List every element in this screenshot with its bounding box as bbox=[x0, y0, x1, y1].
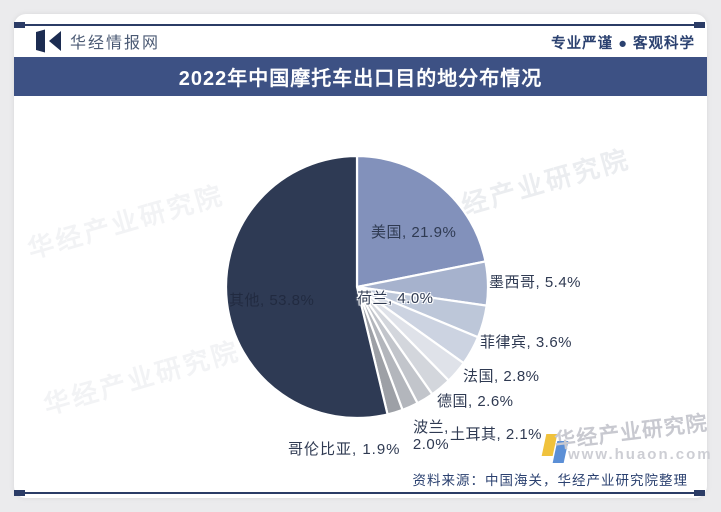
pie-label-philippines: 菲律宾, 3.6% bbox=[480, 334, 573, 351]
diagonal-watermark: 华经产业研究院 bbox=[24, 179, 228, 265]
pie-label-germany: 德国, 2.6% bbox=[437, 393, 514, 410]
brand-logo: 华经情报网 bbox=[36, 29, 236, 53]
title-bar: 2022年中国摩托车出口目的地分布情况 bbox=[14, 57, 707, 96]
chart-title: 2022年中国摩托车出口目的地分布情况 bbox=[178, 68, 543, 90]
pie-label-usa: 美国, 21.9% bbox=[371, 224, 457, 241]
header: 华经情报网 专业严谨 ● 客观科学 bbox=[14, 28, 707, 56]
pie-label-mexico: 墨西哥, 5.4% bbox=[489, 274, 582, 291]
data-source-note: 资料来源：中国海关，华经产业研究院整理 bbox=[412, 473, 688, 488]
header-slogan: 专业严谨 ● 客观科学 bbox=[551, 36, 695, 52]
top-divider bbox=[14, 22, 705, 28]
huajing-logo-icon bbox=[36, 29, 61, 53]
pie-label-colombia: 哥伦比亚, 1.9% bbox=[288, 441, 401, 458]
top-divider-right-cap bbox=[694, 22, 705, 28]
pie-label-turkey: 土耳其, 2.1% bbox=[450, 426, 543, 443]
top-divider-left-cap bbox=[14, 22, 25, 28]
chart-card: 华经情报网 专业严谨 ● 客观科学 2022年中国摩托车出口目的地分布情况 华经… bbox=[14, 14, 711, 498]
pie-label-netherlands: 荷兰, 4.0% bbox=[357, 290, 434, 307]
bottom-divider bbox=[14, 490, 705, 496]
pie-label-france: 法国, 2.8% bbox=[463, 368, 540, 385]
pie-chart bbox=[224, 154, 490, 420]
bottom-divider-left-cap bbox=[14, 490, 25, 496]
pie-label-poland: 波兰, 2.0% bbox=[412, 419, 450, 453]
diagonal-watermark: 华经产业研究院 bbox=[40, 335, 244, 421]
pie-slice-usa bbox=[355, 154, 487, 289]
site-watermark-url: www.huaon.com bbox=[568, 446, 713, 463]
pie-slice-others bbox=[224, 154, 389, 420]
pie-label-others: 其他, 53.8% bbox=[229, 292, 315, 309]
site-watermark-name: 华经产业研究院 bbox=[553, 411, 710, 454]
bottom-divider-right-cap bbox=[694, 490, 705, 496]
brand-name: 华经情报网 bbox=[70, 35, 161, 52]
